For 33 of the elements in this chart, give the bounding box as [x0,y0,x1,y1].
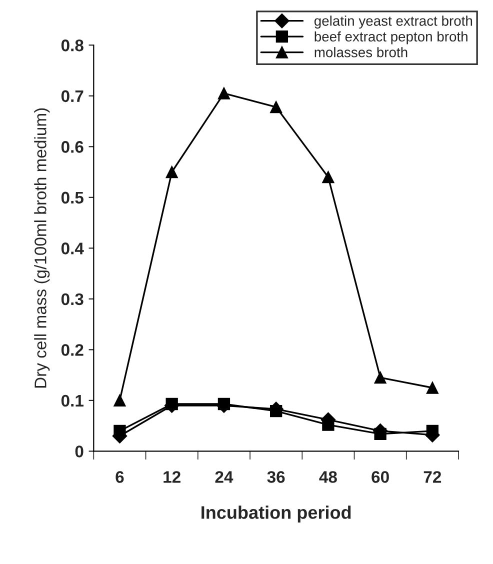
legend-label: beef extract pepton broth [314,31,468,44]
point [270,405,282,418]
x-tick-label: 60 [372,471,389,483]
y-tick-label: 0 [75,446,84,458]
x-tick-label: 48 [319,471,337,483]
point [426,382,439,394]
point [374,428,386,440]
x-tick-label: 72 [424,471,442,483]
y-tick-label: 0.8 [61,40,84,52]
x-axis-title: Incubation period [202,506,351,522]
x-tick-label: 6 [116,471,124,483]
point [374,372,386,384]
y-tick-label: 0.3 [61,293,84,306]
legend-label: gelatin yeast extract broth [314,16,472,29]
point [322,171,334,184]
y-tick-label: 0.2 [61,344,84,356]
point [426,424,439,437]
point [166,398,178,410]
y-tick-label: 0.1 [61,394,84,407]
legend-label: molasses broth [314,47,408,58]
y-tick-label: 0.4 [61,242,84,254]
y-axis-title: Dry cell mass (g/100ml broth medium) [34,108,50,388]
x-tick-label: 24 [215,471,234,483]
x-tick-label: 12 [164,471,180,483]
y-tick-label: 0.6 [61,141,84,153]
point [114,394,126,407]
point [218,398,230,410]
point [166,166,178,178]
point [218,87,230,100]
y-tick-label: 0.5 [61,192,84,204]
y-tick-label: 0.7 [61,90,84,102]
x-tick-label: 36 [267,471,285,483]
point [270,100,282,114]
